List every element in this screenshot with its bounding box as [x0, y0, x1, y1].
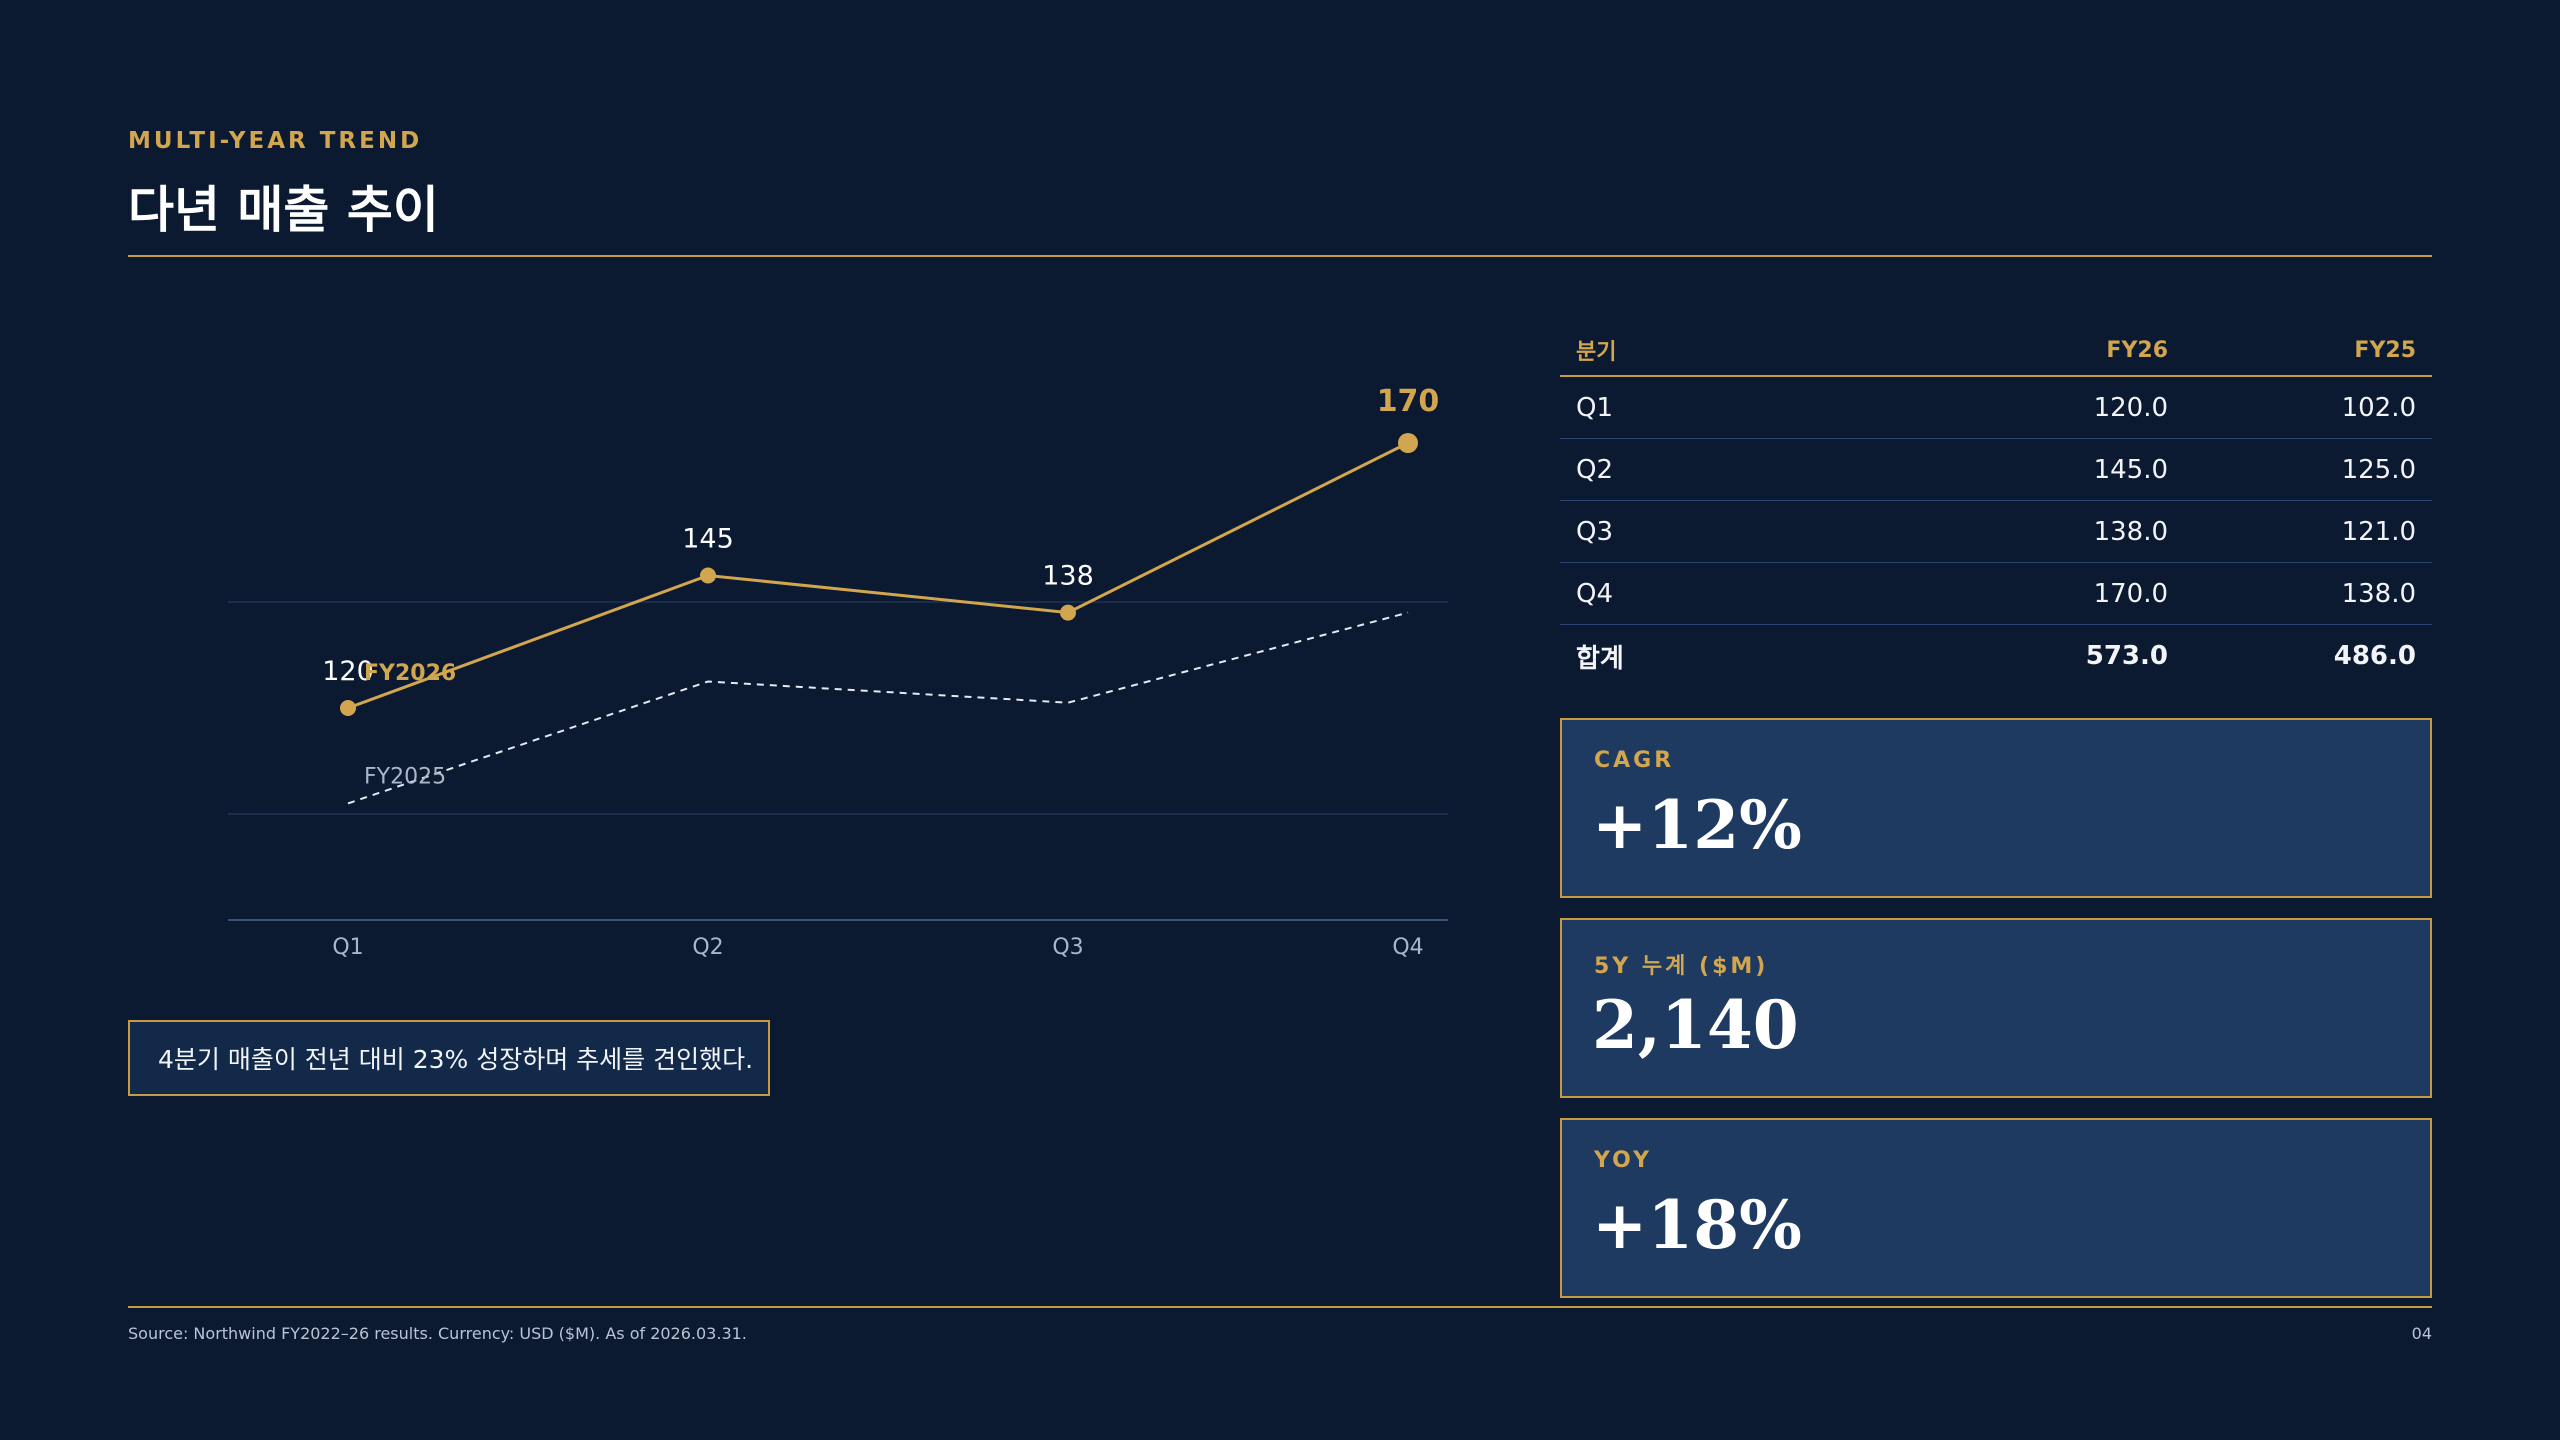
table-cell: 145.0 — [2093, 454, 2168, 485]
x-tick-label: Q4 — [1392, 935, 1423, 960]
table-cell: Q1 — [1576, 392, 1614, 423]
kpi-label: 5Y 누계 ($M) — [1594, 954, 1769, 979]
data-point-fy2026 — [700, 567, 716, 584]
table-cell: Q2 — [1576, 454, 1614, 485]
kpi-card-cagr: CAGR +12% — [1560, 718, 2432, 898]
table-header-fy25: FY25 — [2354, 337, 2416, 363]
data-label-fy2026: 120 — [322, 656, 374, 687]
page-number: 04 — [2411, 1324, 2432, 1343]
series-label-fy2026: FY2026 — [364, 661, 456, 686]
line-chart: Q1 Q2 Q3 Q4 120 145 138 170 FY2026 FY2025 — [228, 384, 1448, 960]
table-cell: 170.0 — [2093, 578, 2168, 609]
data-label-fy2026: 145 — [682, 524, 734, 555]
source-note: Source: Northwind FY2022–26 results. Cur… — [128, 1324, 747, 1343]
table-total-row: 합계 573.0 486.0 — [1560, 625, 2432, 687]
data-point-fy2026 — [340, 700, 356, 716]
data-label-fy2026: 138 — [1042, 561, 1094, 592]
title-divider — [128, 255, 2432, 257]
table-cell: Q4 — [1576, 578, 1614, 609]
table-row: Q3 138.0 121.0 — [1560, 501, 2432, 563]
footer-divider — [128, 1306, 2432, 1308]
page-title: 다년 매출 추이 — [128, 181, 439, 239]
table-cell: Q3 — [1576, 516, 1614, 547]
x-tick-label: Q2 — [692, 935, 723, 960]
table-cell: 121.0 — [2341, 516, 2416, 547]
table-cell: 120.0 — [2093, 392, 2168, 423]
kpi-card-cumulative: 5Y 누계 ($M) 2,140 — [1560, 918, 2432, 1098]
data-point-fy2026 — [1398, 433, 1418, 453]
table-row: Q2 145.0 125.0 — [1560, 439, 2432, 501]
series-line-fy2025 — [347, 611, 1409, 805]
table-cell: 138.0 — [2341, 578, 2416, 609]
table-cell: 125.0 — [2341, 454, 2416, 485]
kpi-value: +12% — [1592, 786, 1802, 864]
kpi-label: YOY — [1594, 1148, 1652, 1173]
table-row: Q4 170.0 138.0 — [1560, 563, 2432, 625]
table-cell: 573.0 — [2085, 641, 2168, 671]
series-line-fy2026 — [347, 441, 1409, 710]
kpi-value: 2,140 — [1592, 986, 1799, 1064]
table-header-row: 분기 FY26 FY25 — [1560, 325, 2432, 377]
eyebrow: MULTI-YEAR TREND — [128, 128, 423, 154]
table-row: Q1 120.0 102.0 — [1560, 377, 2432, 439]
table-cell: 138.0 — [2093, 516, 2168, 547]
table-header-quarter: 분기 — [1576, 340, 1617, 365]
series-label-fy2025: FY2025 — [364, 764, 446, 789]
table-header-fy26: FY26 — [2106, 337, 2168, 363]
table-cell: 486.0 — [2333, 641, 2416, 671]
kpi-card-yoy: YOY +18% — [1560, 1118, 2432, 1298]
data-label-fy2026: 170 — [1377, 384, 1440, 419]
x-tick-label: Q1 — [332, 935, 363, 960]
table-cell: 102.0 — [2341, 392, 2416, 423]
kpi-label: CAGR — [1594, 748, 1675, 773]
x-tick-label: Q3 — [1052, 935, 1083, 960]
data-point-fy2026 — [1060, 604, 1076, 621]
kpi-value: +18% — [1592, 1186, 1802, 1264]
insight-callout: 4분기 매출이 전년 대비 23% 성장하며 추세를 견인했다. — [128, 1020, 770, 1096]
table-cell: 합계 — [1576, 643, 1624, 674]
insight-text: 4분기 매출이 전년 대비 23% 성장하며 추세를 견인했다. — [158, 1045, 754, 1074]
data-table: 분기 FY26 FY25 Q1 120.0 102.0 Q2 145.0 125… — [1560, 325, 2432, 687]
